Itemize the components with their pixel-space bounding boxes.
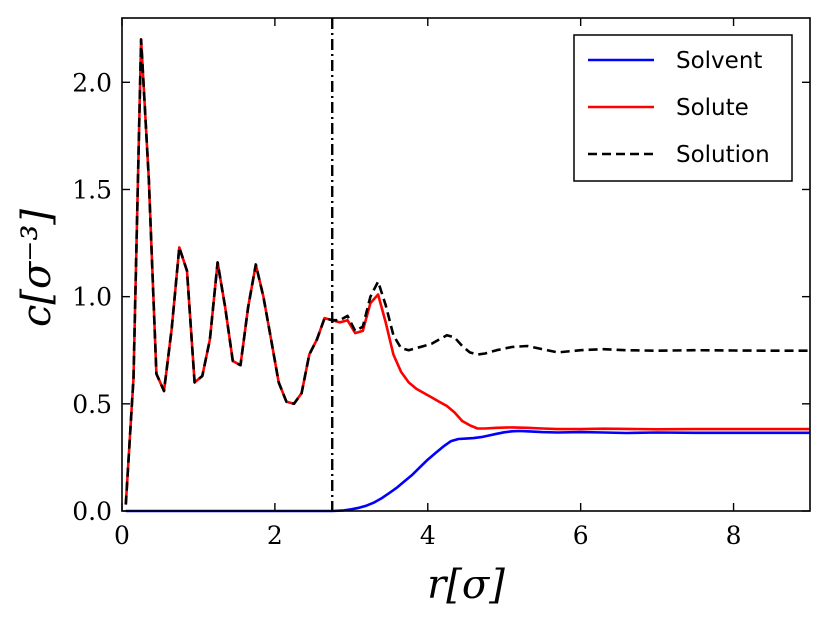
plot-frame <box>121 17 811 512</box>
legend-label-solute: Solute <box>676 95 749 121</box>
y-tick-label: 0.0 <box>72 497 112 526</box>
x-tick-label: 0 <box>114 521 130 550</box>
y-tick-label: 2.0 <box>72 68 112 97</box>
y-tick-label: 1.5 <box>72 175 112 204</box>
series-layer <box>124 38 810 513</box>
y-tick-label: 0.5 <box>72 390 112 419</box>
series-line-solvent <box>125 429 810 513</box>
x-tick-label: 6 <box>573 521 589 550</box>
x-tick-label: 8 <box>726 521 742 550</box>
y-axis-title: c[σ⁻³] <box>14 209 60 327</box>
y-tick-label: 1.0 <box>72 283 112 312</box>
legend-label-solution: Solution <box>676 142 770 168</box>
legend-label-solvent: Solvent <box>676 48 762 74</box>
x-axis-title: r[σ] <box>427 562 505 608</box>
series-line-solution <box>124 38 810 505</box>
x-tick-label: 2 <box>267 521 283 550</box>
x-tick-label: 4 <box>420 521 436 550</box>
legend: Solvent Solute Solution <box>573 34 793 182</box>
ticks-layer: 0 2 4 6 8 0.0 0.5 1.0 1.5 2.0 <box>72 18 810 550</box>
